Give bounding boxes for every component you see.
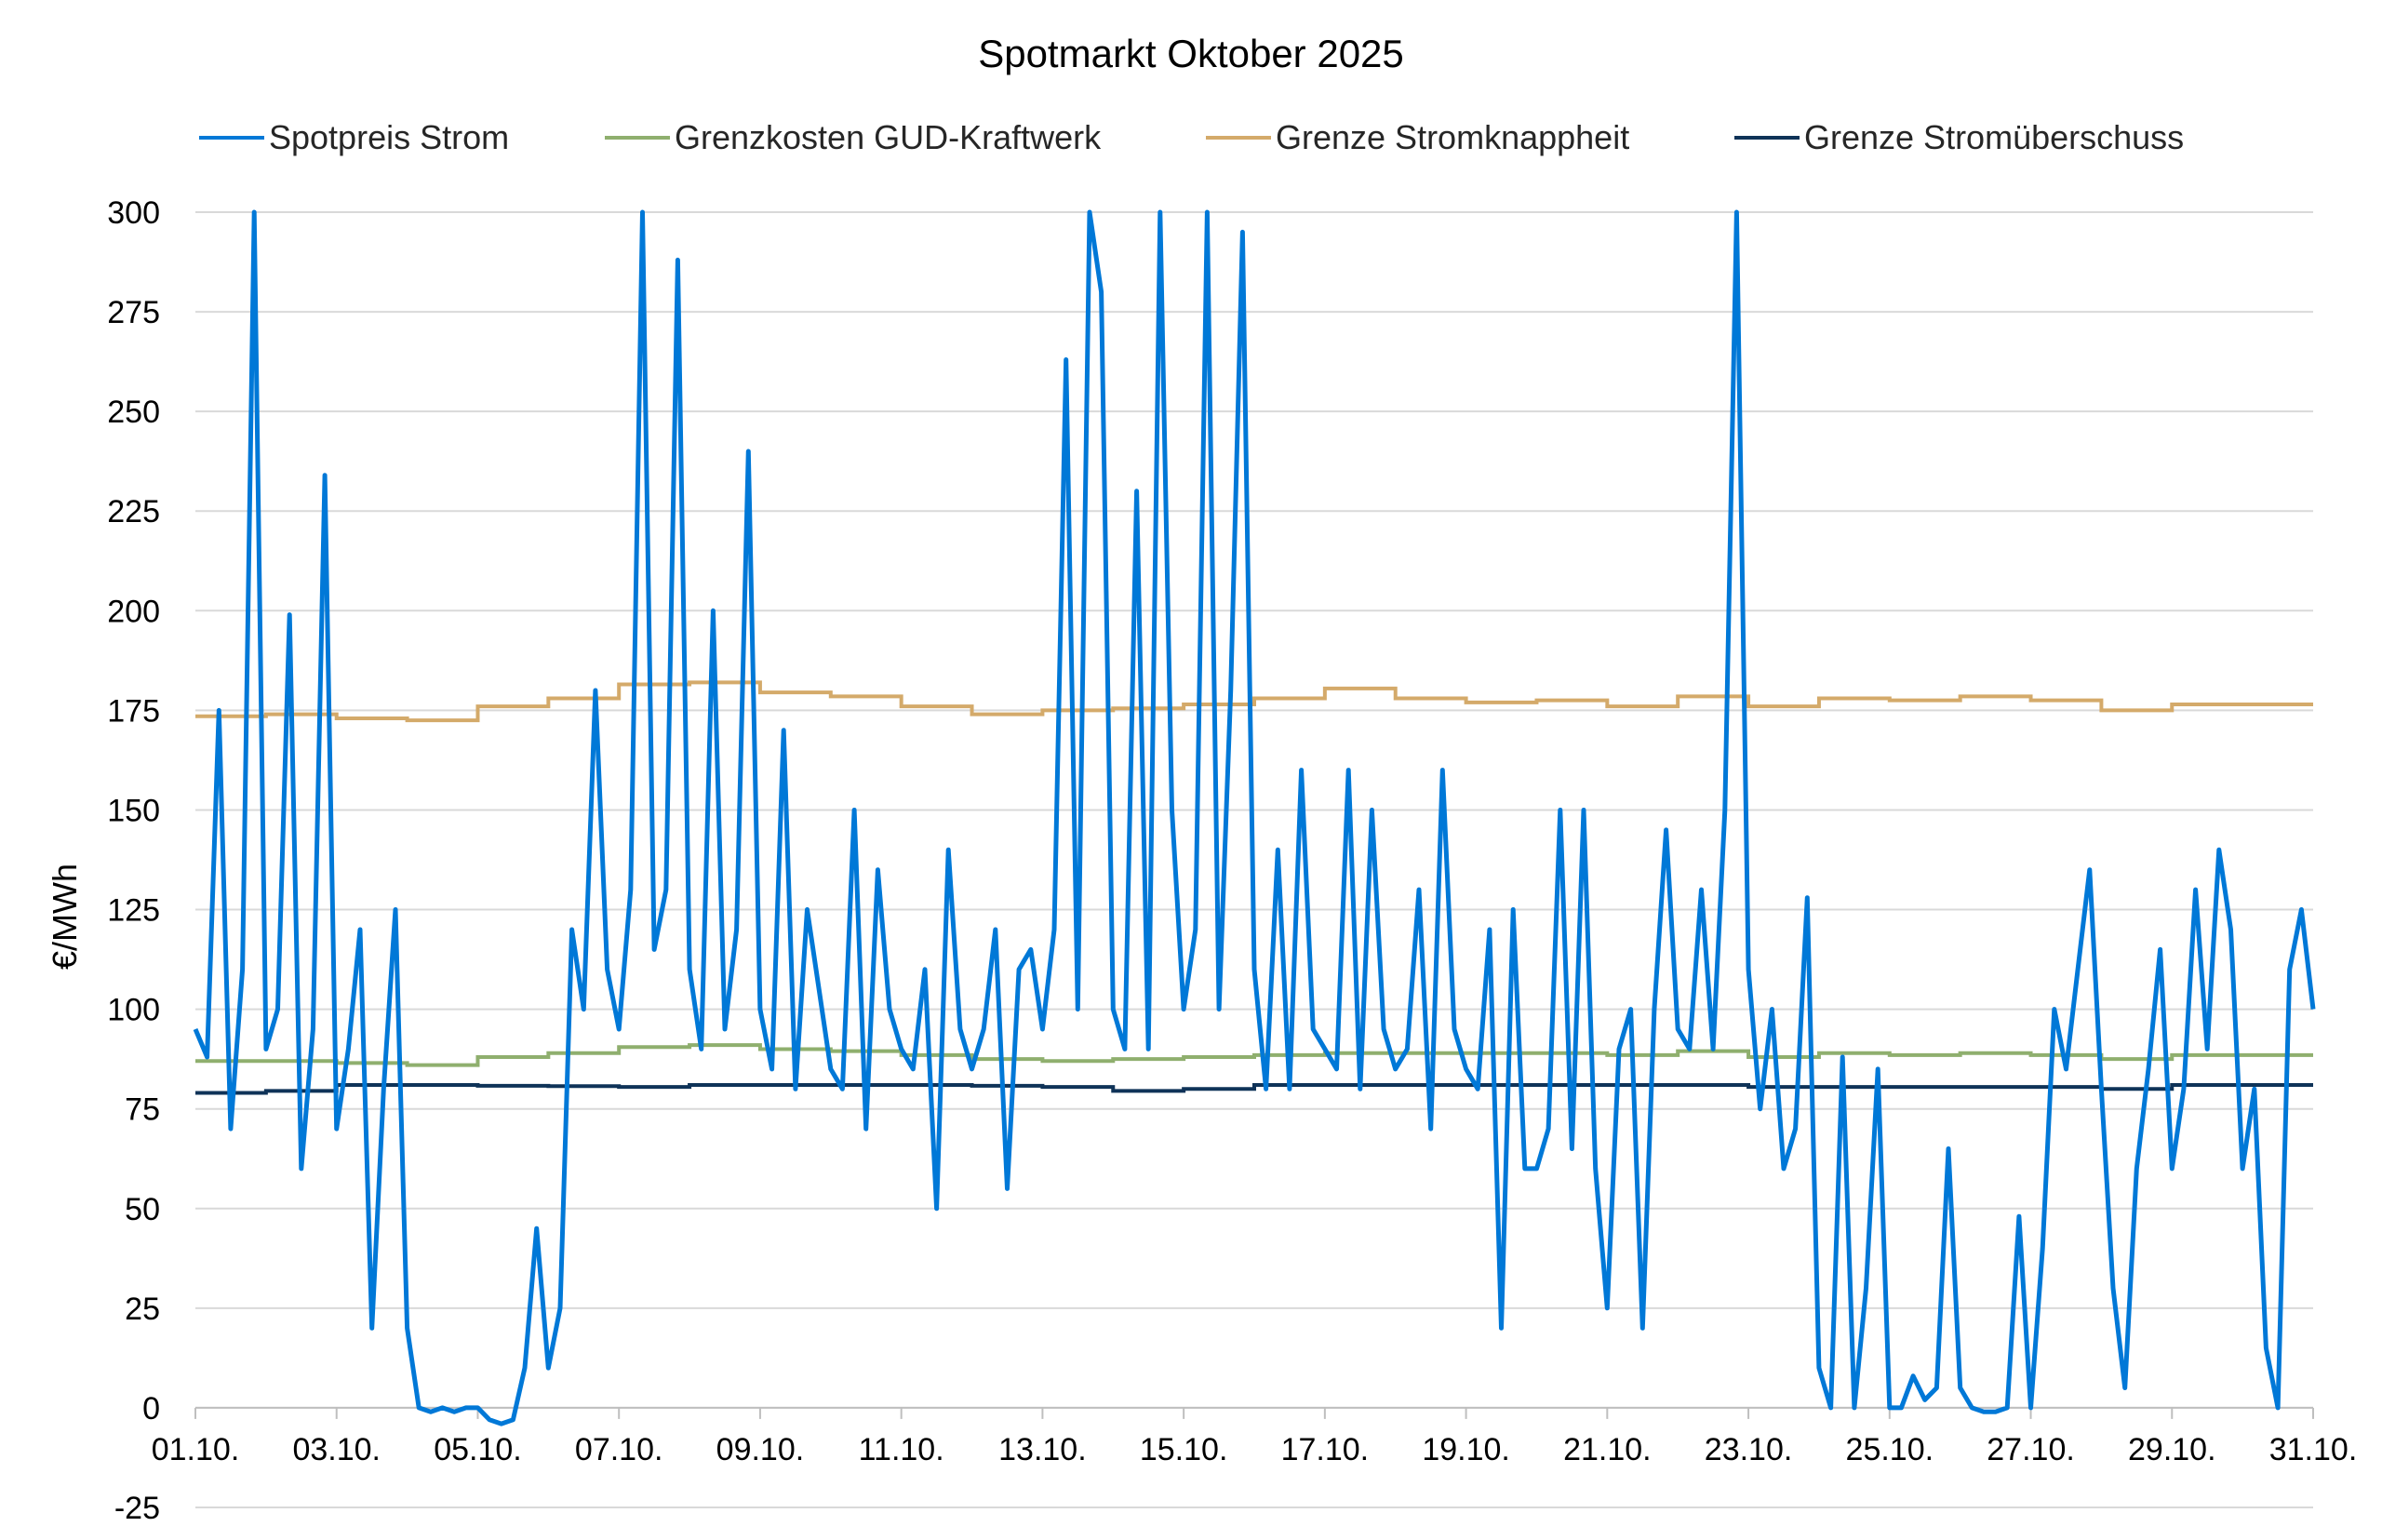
x-tick-label: 21.10. (1563, 1432, 1652, 1467)
y-tick-label: 175 (107, 693, 160, 729)
y-tick-label: 275 (107, 295, 160, 330)
x-tick-label: 25.10. (1846, 1432, 1934, 1467)
x-tick-label: 27.10. (1987, 1432, 2075, 1467)
series-line-grenzkosten-gud-kraftwerk (195, 1043, 2313, 1067)
x-tick-label: 01.10. (152, 1432, 240, 1467)
x-tick-label: 13.10. (998, 1432, 1087, 1467)
y-tick-label: 50 (125, 1192, 160, 1227)
x-tick-label: 29.10. (2128, 1432, 2216, 1467)
legend-item-ueberschuss[interactable]: Grenze Stromüberschuss (1734, 118, 2184, 156)
legend-item-gud[interactable]: Grenzkosten GUD-Kraftwerk (605, 118, 1102, 156)
y-tick-label: 125 (107, 893, 160, 929)
x-tick-label: 05.10. (434, 1432, 522, 1467)
legend-label-gud: Grenzkosten GUD-Kraftwerk (675, 118, 1102, 156)
legend-item-knappheit[interactable]: Grenze Stromknappheit (1206, 118, 1629, 156)
y-tick-label: 25 (125, 1292, 160, 1327)
x-tick-label: 11.10. (859, 1432, 944, 1467)
y-tick-label: 75 (125, 1092, 160, 1128)
y-tick-label: 150 (107, 793, 160, 828)
series-line-grenze-stromknappheit (195, 680, 2313, 723)
y-tick-label: 200 (107, 594, 160, 629)
series-line-spotpreis-strom (193, 209, 2316, 1426)
y-tick-label: 100 (107, 993, 160, 1028)
y-tick-label: 300 (107, 195, 160, 231)
y-tick-label: -25 (114, 1491, 160, 1526)
y-tick-label: 250 (107, 395, 160, 430)
chart-title: Spotmarkt Oktober 2025 (978, 32, 1404, 75)
legend-label-knappheit: Grenze Stromknappheit (1276, 118, 1629, 156)
x-axis: 01.10. 03.10. 05.10. 07.10. 09.10. 11.10. 13.1… (152, 1406, 2358, 1467)
y-tick-label: 225 (107, 494, 160, 529)
x-tick-label: 23.10. (1705, 1432, 1793, 1467)
y-tick-label: 0 (142, 1391, 160, 1426)
legend: Spotpreis Strom Grenzkosten GUD-Kraftwer… (199, 118, 2184, 156)
x-tick-label: 19.10. (1422, 1432, 1510, 1467)
legend-item-spotpreis[interactable]: Spotpreis Strom (199, 118, 509, 156)
y-axis-label: €/MWh (46, 864, 84, 970)
x-tick-label: 31.10. (2269, 1432, 2358, 1467)
series-line-grenze-strom-berschuss (195, 1082, 2313, 1095)
x-tick-label: 09.10. (716, 1432, 805, 1467)
x-tick-label: 07.10. (575, 1432, 663, 1467)
x-tick-label: 17.10. (1281, 1432, 1370, 1467)
y-axis-ticks: -25 0 25 50 75 100 125 150 175 200 225 250 275 300 (107, 195, 160, 1526)
x-tick-label: 15.10. (1140, 1432, 1228, 1467)
legend-label-ueberschuss: Grenze Stromüberschuss (1804, 118, 2184, 156)
legend-label-spotpreis: Spotpreis Strom (269, 118, 509, 156)
series-layer (193, 209, 2316, 1426)
x-tick-label: 03.10. (292, 1432, 381, 1467)
